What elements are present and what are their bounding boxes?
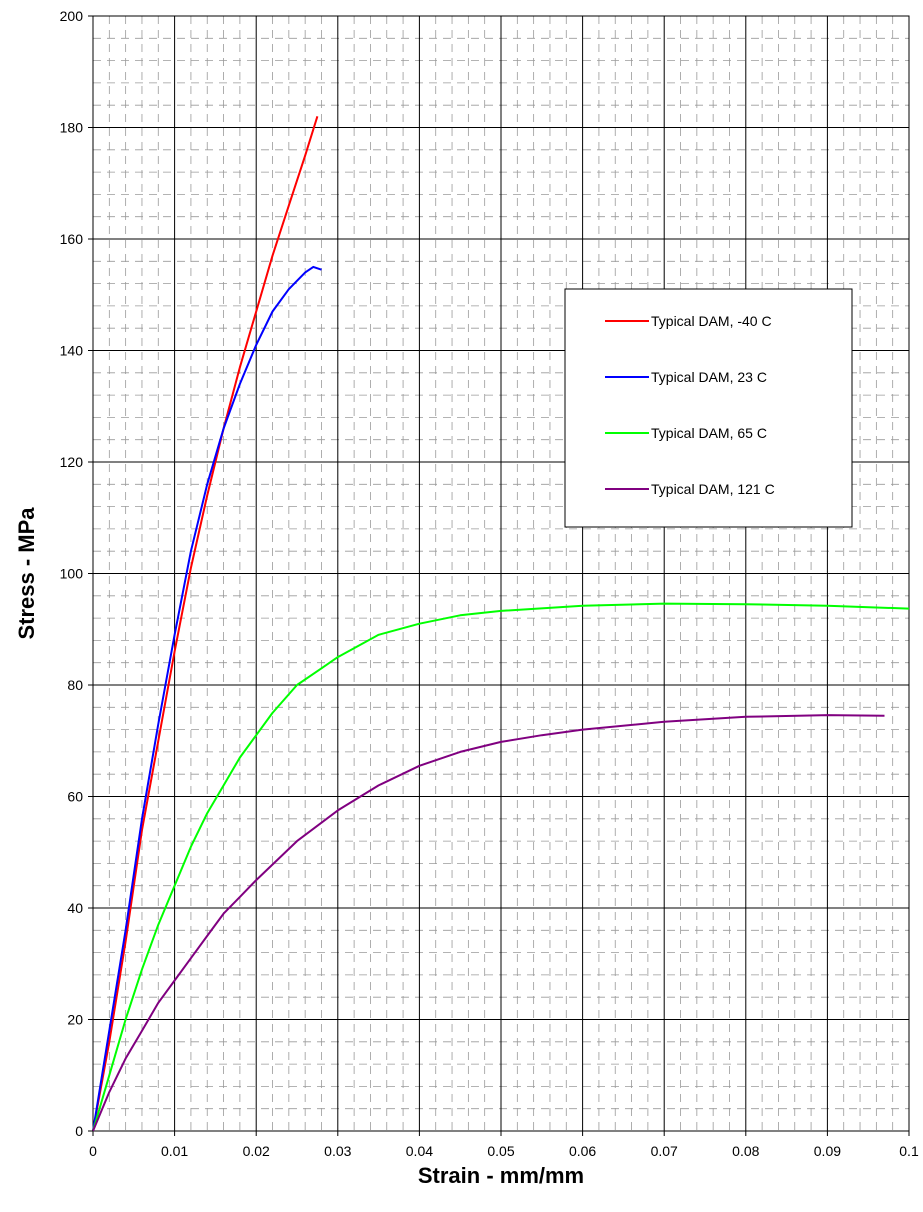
legend: Typical DAM, -40 C Typical DAM, 23 C Typic…	[564, 288, 853, 528]
x-tick-label: 0.1	[899, 1143, 919, 1159]
x-tick-label: 0.02	[243, 1143, 270, 1159]
series-line-2	[92, 265, 322, 1132]
x-tick-label: 0.04	[406, 1143, 433, 1159]
y-tick-label: 20	[67, 1012, 83, 1028]
y-tick-label: 160	[60, 231, 84, 247]
x-axis-title: Strain - mm/mm	[418, 1163, 584, 1188]
grid	[93, 16, 909, 1131]
y-tick-label: 200	[60, 8, 84, 24]
y-tick-labels: 0 20 40 60 80 100 120 140 160 180 200	[60, 8, 93, 1139]
y-tick-label: 0	[75, 1123, 83, 1139]
legend-box	[564, 288, 853, 528]
y-tick-label: 140	[60, 343, 84, 359]
legend-label: Typical DAM, 65 C	[651, 425, 767, 441]
x-tick-label: 0.08	[732, 1143, 759, 1159]
series-line-1	[92, 116, 319, 1132]
x-tick-label: 0.01	[161, 1143, 188, 1159]
y-tick-label: 40	[67, 900, 83, 916]
series-line-3	[92, 602, 910, 1132]
y-tick-label: 80	[67, 677, 83, 693]
y-tick-label: 180	[60, 120, 84, 136]
x-tick-label: 0.06	[569, 1143, 596, 1159]
x-tick-label: 0.03	[324, 1143, 351, 1159]
legend-label: Typical DAM, 23 C	[651, 369, 767, 385]
series-lines	[92, 116, 910, 1132]
y-tick-label: 100	[60, 566, 84, 582]
y-axis-title: Stress - MPa	[14, 507, 39, 640]
legend-label: Typical DAM, 121 C	[651, 481, 775, 497]
y-tick-label: 120	[60, 454, 84, 470]
y-tick-label: 60	[67, 789, 83, 805]
series-line-4	[92, 714, 885, 1132]
x-tick-label: 0.09	[814, 1143, 841, 1159]
x-tick-labels: 0 0.01 0.02 0.03 0.04 0.05 0.06 0.07 0.08 0.09 0.1	[89, 1131, 919, 1159]
legend-label: Typical DAM, -40 C	[651, 313, 772, 329]
x-tick-label: 0.05	[487, 1143, 514, 1159]
x-tick-label: 0	[89, 1143, 97, 1159]
x-tick-label: 0.07	[651, 1143, 678, 1159]
